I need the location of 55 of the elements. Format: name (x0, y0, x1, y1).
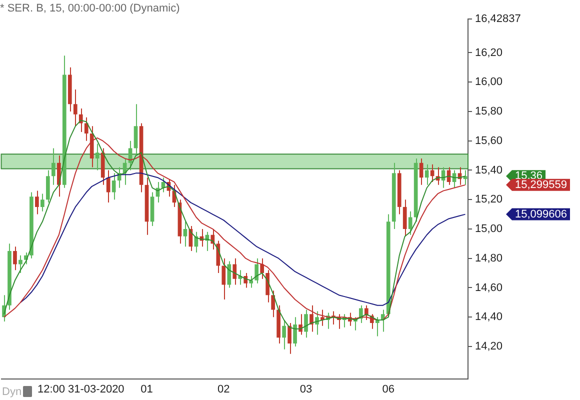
candlestick (424, 164, 429, 186)
candlestick (227, 260, 232, 288)
candlestick (73, 88, 78, 127)
candlestick (375, 316, 380, 337)
candlestick (232, 258, 237, 286)
candlestick (430, 164, 434, 182)
candlestick (244, 272, 248, 288)
candlestick (304, 309, 308, 338)
y-tick-label: 15,20 (475, 194, 503, 206)
y-tick-label: 15,60 (475, 134, 503, 147)
y-tick-label: 14,80 (475, 252, 503, 264)
candlestick (40, 193, 44, 212)
candlestick (134, 104, 138, 156)
candlestick (271, 290, 275, 318)
candlestick (249, 275, 254, 288)
y-tick-label: 16,42837 (475, 13, 521, 26)
x-tick-label: 06 (382, 383, 395, 396)
y-tick-label: 14,40 (475, 311, 503, 324)
chart-title: * SER. B, 15, 00:00-00:00 (Dynamic) (0, 2, 180, 15)
y-tick-label: 16,00 (475, 76, 503, 88)
candlestick (13, 246, 17, 271)
y-tick-label: 16,20 (475, 46, 503, 59)
x-tick-label: 01 (140, 383, 153, 396)
text: 15,099606 (515, 208, 567, 220)
candlestick (254, 258, 259, 284)
candlestick (266, 270, 270, 303)
candlestick (112, 172, 116, 200)
y-tick-label: 14,20 (475, 340, 503, 353)
candlestick (106, 170, 110, 204)
x-tick-label: 12:00 31-03-2020 (37, 383, 124, 396)
candlestick (18, 254, 22, 274)
y-tick-label: 15,00 (475, 223, 503, 236)
text: Dyn (2, 386, 22, 398)
candlestick (35, 190, 39, 215)
candlestick (183, 221, 188, 248)
candlestick (52, 148, 56, 186)
candlestick (222, 258, 226, 300)
candlestick (402, 199, 407, 237)
y-tick-label: 15,40 (475, 164, 503, 176)
candlestick (260, 258, 264, 280)
candlestick (315, 310, 319, 336)
candlestick (408, 210, 412, 236)
x-tick-label: 03 (300, 383, 312, 396)
y-tick-label: 15,80 (475, 106, 503, 118)
candlestick (419, 158, 424, 186)
x-tick-label: 02 (218, 383, 230, 396)
candlestick (288, 322, 292, 354)
candlestick (282, 320, 286, 350)
candlestick (298, 314, 302, 336)
candlestick (84, 116, 88, 142)
y-tick-label: 14,60 (475, 282, 503, 294)
candlestick (46, 170, 50, 204)
candlestick (95, 143, 100, 171)
text: 15,299559 (515, 178, 567, 191)
candlestick (293, 316, 297, 347)
